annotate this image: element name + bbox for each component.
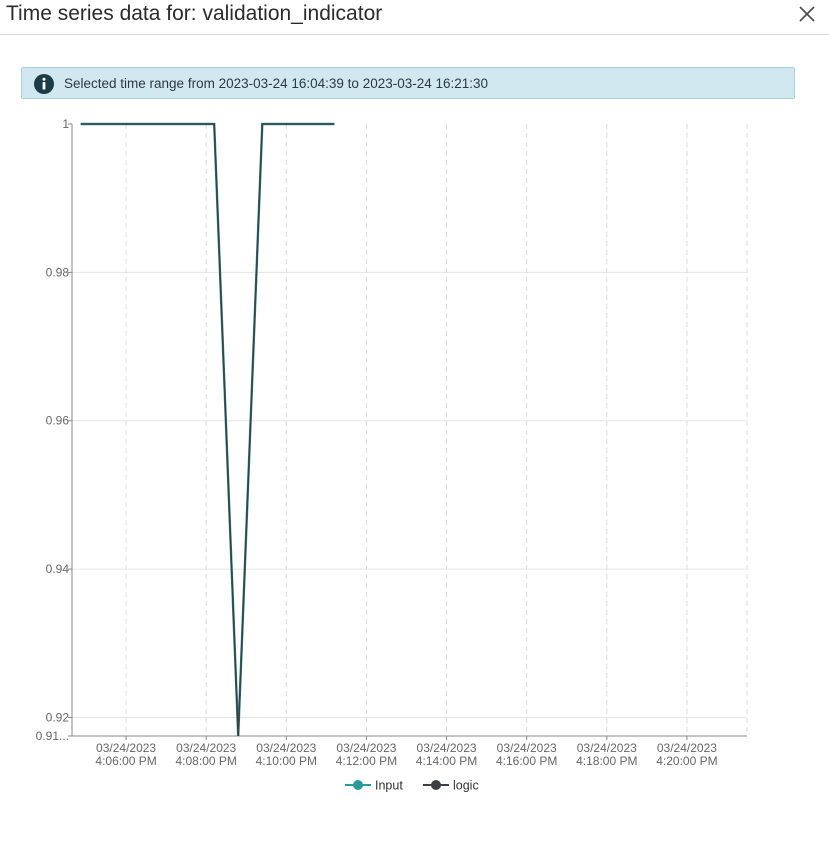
y-tick-label: 0.96 xyxy=(46,414,70,428)
y-tick-label: 0.98 xyxy=(46,265,70,279)
y-tick-label: 0.91... xyxy=(36,729,69,743)
axes: 10.980.960.940.920.91...03/24/20234:06:0… xyxy=(36,117,747,768)
x-tick-label-time: 4:16:00 PM xyxy=(496,754,557,768)
x-tick-label-date: 03/24/2023 xyxy=(176,741,236,755)
x-tick-label-date: 03/24/2023 xyxy=(577,741,637,755)
grid-lines xyxy=(72,124,748,736)
x-tick-label-date: 03/24/2023 xyxy=(256,741,316,755)
close-button[interactable] xyxy=(796,3,818,25)
legend-item-logic[interactable]: logic xyxy=(423,779,479,793)
x-tick-label-time: 4:06:00 PM xyxy=(95,754,156,768)
close-icon xyxy=(799,6,815,22)
y-tick-label: 0.92 xyxy=(46,710,70,724)
legend-marker xyxy=(431,780,441,790)
x-tick-label-date: 03/24/2023 xyxy=(336,741,396,755)
legend: Input logic xyxy=(345,779,479,793)
x-tick-label-time: 4:20:00 PM xyxy=(656,754,717,768)
x-tick-label-time: 4:18:00 PM xyxy=(576,754,637,768)
x-tick-label-time: 4:12:00 PM xyxy=(336,754,397,768)
y-tick-label: 0.94 xyxy=(46,562,70,576)
legend-item-input[interactable]: Input xyxy=(345,779,403,793)
dialog-header: Time series data for: validation_indicat… xyxy=(0,0,829,35)
info-icon xyxy=(34,74,54,94)
legend-label: Input xyxy=(375,779,403,793)
x-tick-label-date: 03/24/2023 xyxy=(497,741,557,755)
x-tick-label-time: 4:08:00 PM xyxy=(176,754,237,768)
info-banner: Selected time range from 2023-03-24 16:0… xyxy=(21,67,795,99)
dialog-title: Time series data for: validation_indicat… xyxy=(6,2,383,25)
series-line-logic xyxy=(80,123,335,737)
legend-label: logic xyxy=(453,779,479,793)
legend-marker xyxy=(353,780,363,790)
series-lines xyxy=(80,122,335,737)
x-tick-label-date: 03/24/2023 xyxy=(657,741,717,755)
x-tick-label-time: 4:14:00 PM xyxy=(416,754,477,768)
series-line-input xyxy=(80,122,335,737)
x-tick-label-time: 4:10:00 PM xyxy=(256,754,317,768)
x-tick-label-date: 03/24/2023 xyxy=(417,741,477,755)
y-tick-label: 1 xyxy=(62,117,69,131)
time-range-message: Selected time range from 2023-03-24 16:0… xyxy=(64,76,489,91)
x-tick-label-date: 03/24/2023 xyxy=(96,741,156,755)
